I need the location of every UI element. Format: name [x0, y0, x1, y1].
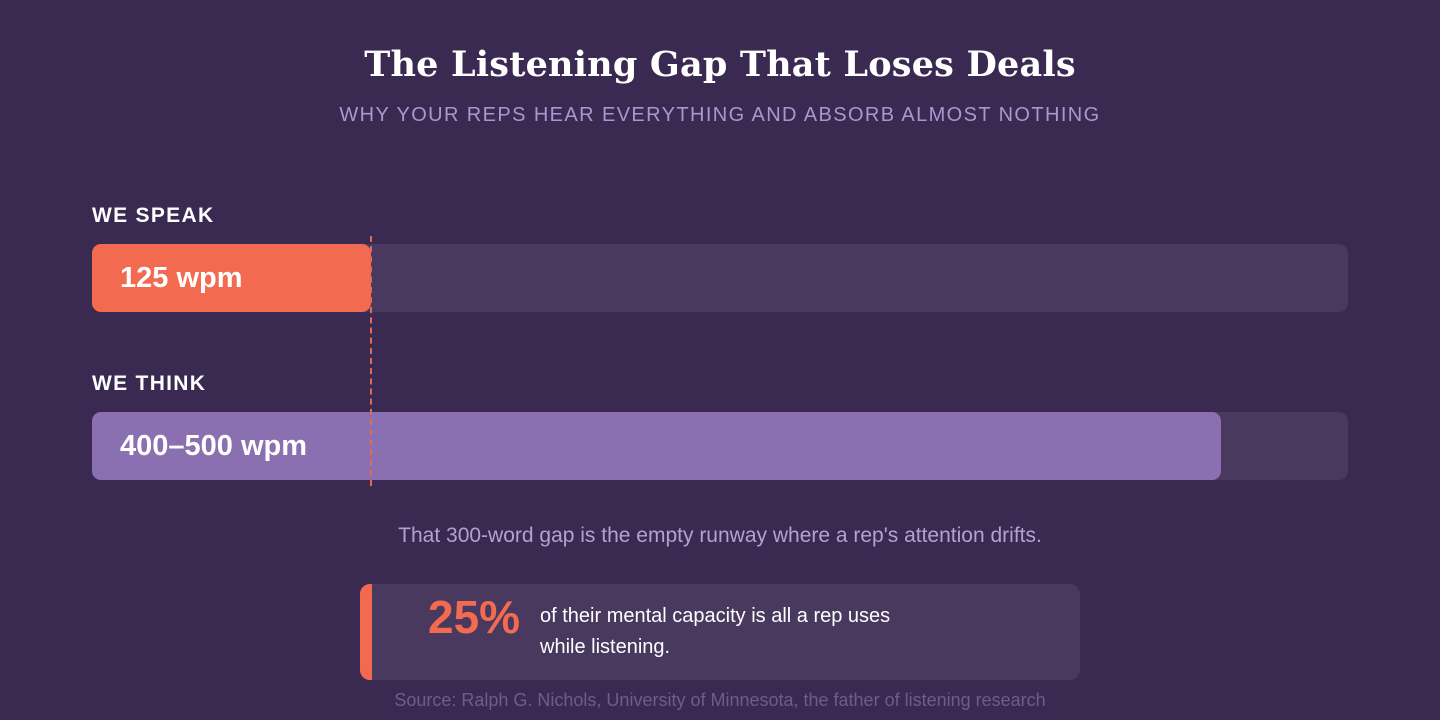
stat-callout-card: 25% of their mental capacity is all a re… [360, 584, 1080, 680]
bar-label-think: WE THINK [92, 372, 207, 395]
bar-label-speak: WE SPEAK [92, 204, 215, 227]
stat-accent-bar [360, 584, 372, 680]
source-citation: Source: Ralph G. Nichols, University of … [394, 690, 1046, 710]
bar-speak: 125 wpm [92, 244, 372, 312]
chart-subtitle: WHY YOUR REPS HEAR EVERYTHING AND ABSORB… [339, 104, 1101, 126]
stat-number: 25% [428, 591, 521, 643]
bar-think: 400–500 wpm [92, 412, 1221, 480]
stat-text: of their mental capacity is all a rep us… [540, 605, 891, 658]
bar-value-label-think: 400–500 wpm [120, 429, 308, 462]
gap-caption: That 300-word gap is the empty runway wh… [398, 524, 1042, 547]
bar-track-think: 400–500 wpm [92, 412, 1348, 480]
speak-reference-line [370, 236, 373, 486]
bar-track-speak: 125 wpm [92, 244, 1348, 312]
bar-value-label-speak: 125 wpm [120, 261, 243, 294]
chart-title: The Listening Gap That Loses Deals [364, 44, 1076, 85]
